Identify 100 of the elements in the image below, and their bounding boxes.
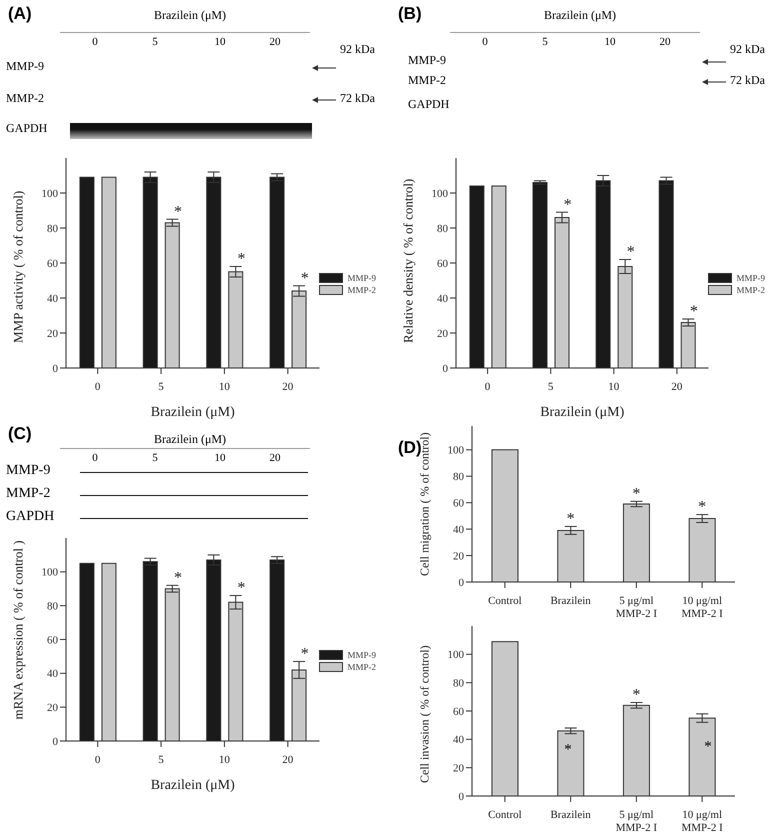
y-tick-label: 20 (453, 762, 464, 775)
text: 92 kDa (730, 42, 765, 57)
annotation: * (698, 498, 706, 516)
x-tick-label: 20 (671, 381, 683, 393)
y-tick-label: 40 (453, 524, 464, 536)
text: MMP-9 (6, 463, 50, 479)
y-axis-title: Cell invasion ( % of control) (417, 645, 432, 783)
annotation: * (564, 196, 572, 214)
y-tick-label: 40 (453, 734, 464, 746)
y-axis-title: Relative density ( % of control) (400, 178, 416, 343)
text: 0 (92, 452, 98, 464)
chart-title: (B) (398, 4, 422, 24)
y-axis-title: MMP activity ( % of control) (10, 190, 26, 343)
annotation: * (300, 270, 309, 287)
x-tick-label: 5 (548, 381, 554, 393)
x-tick-label: 20 (282, 381, 294, 393)
text: Brazilein (μM) (154, 432, 226, 447)
chart-title: (A) (8, 4, 32, 24)
text: 20 (270, 452, 280, 464)
text: 10 (214, 36, 226, 48)
y-tick-label: 60 (453, 706, 464, 718)
text: MMP-2 (6, 91, 44, 106)
annotation: * (300, 645, 309, 662)
legend-label: MMP-2 (347, 662, 376, 672)
legend-label: MMP-2 (347, 285, 376, 295)
y-tick-label: 0 (52, 362, 58, 375)
y-tick-label: 20 (437, 328, 448, 340)
annotation: * (174, 203, 182, 220)
y-tick-label: 20 (453, 550, 464, 562)
x-tick-label: 10 (608, 381, 620, 393)
text: GAPDH (6, 509, 54, 525)
x-tick-label: 5 μg/ml MMP-2 I (616, 809, 658, 834)
text: 5 (542, 36, 548, 48)
text: 0 (482, 36, 488, 48)
y-axis-title: mRNA expression ( % of control ) (10, 540, 26, 720)
text: 5 (152, 36, 158, 48)
y-tick-label: 0 (442, 362, 448, 375)
x-tick-label: 10 (218, 381, 230, 393)
y-tick-label: 20 (47, 702, 58, 714)
y-tick-label: 40 (437, 292, 448, 305)
text: Brazilein (μM) (154, 8, 226, 23)
text: MMP-9 (408, 53, 446, 68)
text: 92 kDa (340, 42, 375, 57)
x-axis-title: Brazilein (μM) (150, 778, 236, 793)
legend-label: MMP-9 (736, 273, 765, 283)
x-tick-label: 5 (158, 754, 164, 766)
y-tick-label: 80 (453, 678, 464, 690)
annotation: * (564, 742, 572, 759)
x-tick-label: Brazilein (550, 595, 592, 607)
y-tick-label: 40 (47, 292, 58, 305)
x-tick-label: 10 μg/ml MMP-2 I (681, 809, 724, 834)
y-tick-label: 40 (47, 668, 58, 680)
x-axis-title: Brazilein (μM) (150, 405, 236, 420)
legend-label: MMP-9 (347, 273, 376, 283)
text: 0 (92, 36, 98, 48)
annotation: * (566, 510, 575, 528)
text: 72 kDa (730, 73, 765, 88)
text: 10 (604, 36, 616, 48)
text: 20 (270, 36, 280, 48)
x-tick-label: 10 μg/ml MMP-2 I (681, 595, 724, 620)
x-tick-label: 0 (484, 381, 491, 393)
x-tick-label: Brazilein (550, 809, 592, 821)
y-tick-label: 60 (47, 258, 58, 270)
y-tick-label: 100 (432, 188, 448, 200)
annotation: * (690, 303, 698, 320)
y-tick-label: 0 (458, 576, 464, 589)
text: MMP-9 (6, 59, 44, 74)
y-tick-label: 0 (458, 790, 464, 803)
x-tick-label: 10 (218, 754, 230, 766)
x-tick-label: 0 (94, 381, 101, 393)
x-tick-label: 0 (94, 754, 101, 766)
text: 10 (214, 452, 226, 464)
text: 20 (660, 36, 670, 48)
x-tick-label: Control (488, 595, 522, 607)
annotation: * (704, 739, 712, 756)
y-tick-label: 60 (437, 258, 448, 270)
y-tick-label: 60 (453, 498, 464, 510)
text: Brazilein (μM) (544, 8, 616, 23)
y-tick-label: 80 (437, 222, 448, 235)
text: GAPDH (408, 97, 450, 112)
annotation: * (237, 250, 246, 268)
y-tick-label: 100 (42, 566, 58, 579)
y-tick-label: 20 (47, 328, 58, 340)
text: (D) (398, 438, 422, 457)
x-tick-label: 20 (282, 754, 294, 766)
x-tick-label: Control (488, 809, 522, 821)
chart-title: (C) (8, 424, 32, 444)
text: 5 (152, 452, 158, 464)
annotation: * (632, 485, 640, 502)
annotation: * (632, 686, 640, 704)
annotation: * (626, 244, 635, 260)
y-tick-label: 80 (453, 471, 464, 484)
text: MMP-2 (408, 73, 446, 88)
text: GAPDH (6, 121, 48, 136)
y-tick-label: 80 (47, 222, 58, 235)
x-tick-label: 5 (158, 381, 164, 393)
annotation: * (237, 580, 246, 597)
legend-label: MMP-9 (347, 650, 376, 660)
y-tick-label: 60 (47, 634, 58, 646)
text: 72 kDa (340, 91, 375, 106)
